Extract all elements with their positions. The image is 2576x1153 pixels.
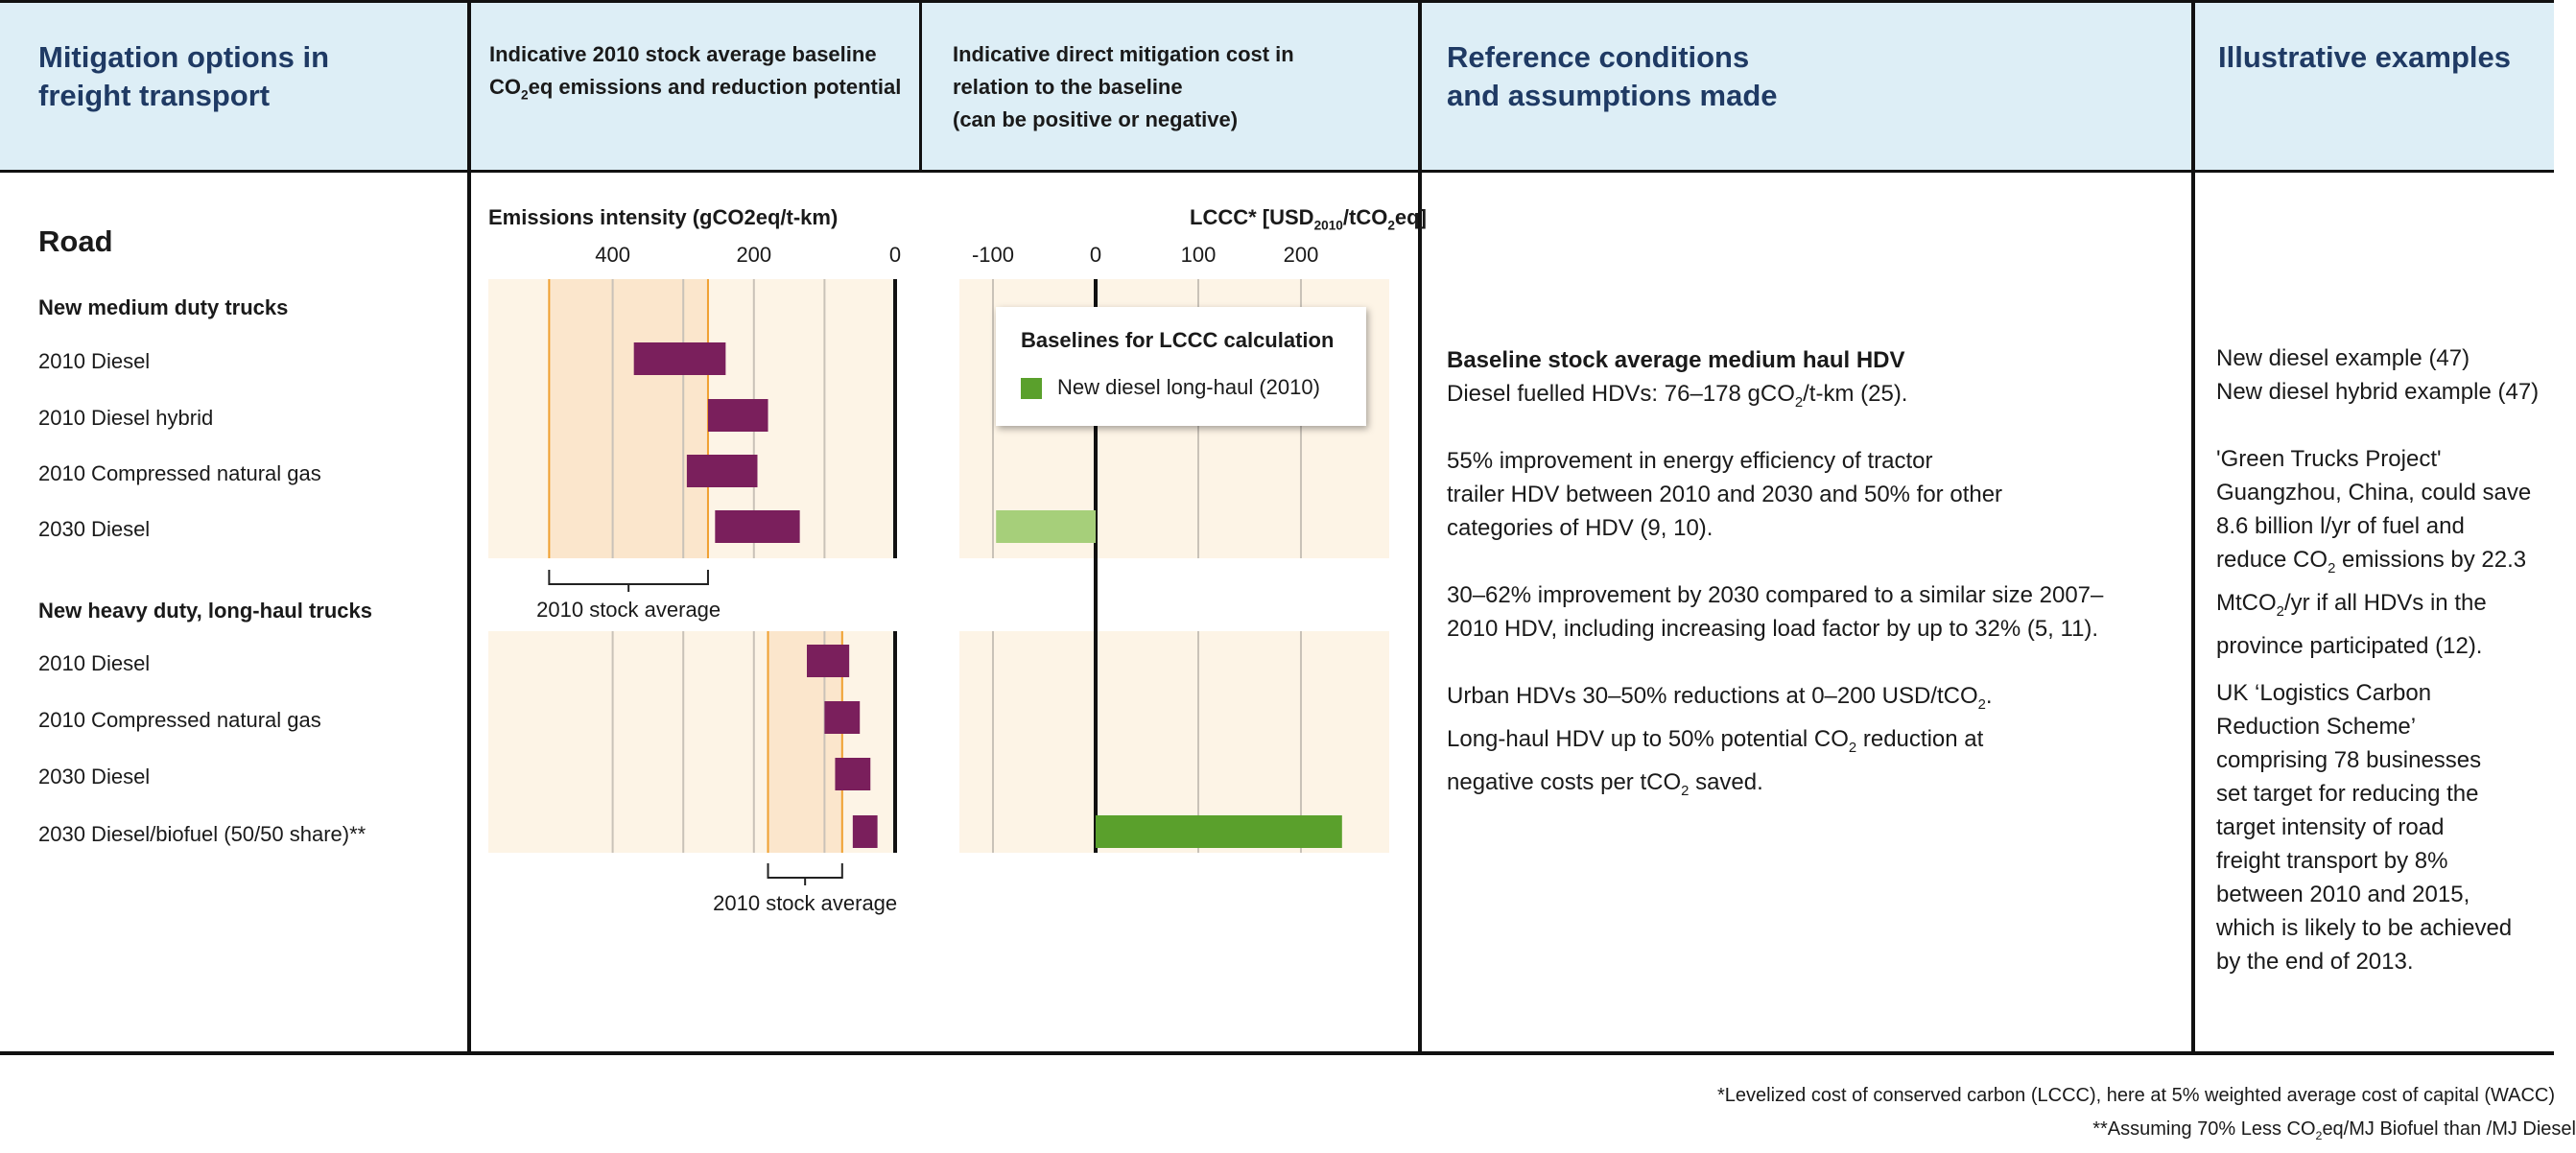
table-header (0, 0, 2554, 171)
header-line: Mitigation options in (38, 40, 330, 74)
example-line: New diesel hybrid example (47) (2216, 379, 2540, 405)
reference-line: Long-haul HDV up to 50% potential CO2 re… (1447, 725, 1984, 756)
row-label: 2030 Diesel (38, 765, 151, 788)
row-label: 2010 Compressed natural gas (38, 708, 321, 732)
header-line: freight transport (38, 79, 271, 112)
lccc-axis-title: LCCC* [USD2010/tCO2eq] (1190, 205, 1427, 233)
section-road: Road (38, 224, 113, 258)
example-line: 'Green Trucks Project' (2216, 446, 2442, 472)
lccc-tick-label: 100 (1181, 243, 1217, 267)
lccc-tick-label: 0 (1090, 243, 1101, 267)
row-label: 2010 Diesel (38, 349, 151, 373)
example-line: New diesel example (47) (2216, 345, 2470, 371)
group-medium-duty: New medium duty trucks (38, 295, 289, 319)
header-line: Reference conditions (1447, 40, 1750, 74)
emission-bar (835, 758, 871, 790)
reference-line: negative costs per tCO2 saved. (1447, 768, 1763, 799)
group-heavy-duty: New heavy duty, long-haul trucks (38, 599, 372, 623)
example-line: Guangzhou, China, could save (2216, 480, 2532, 506)
example-line: target intensity of road (2216, 814, 2445, 840)
example-line: set target for reducing the (2216, 781, 2479, 807)
emission-bar (852, 815, 878, 848)
table-top-border (0, 0, 2554, 3)
example-line: reduce CO2 emissions by 22.3 (2216, 547, 2527, 576)
example-green-trucks: 'Green Trucks Project' Guangzhou, China,… (2216, 442, 2531, 663)
lccc-tick-label: 200 (1284, 243, 1319, 267)
header-line: Indicative direct mitigation cost in (953, 42, 1294, 66)
reference-title: Baseline stock average medium haul HDV (1447, 347, 1905, 373)
emissions-tick-label: 200 (736, 243, 771, 267)
emission-bar (807, 645, 850, 677)
header-divider (0, 170, 2554, 173)
row-label: 2010 Diesel hybrid (38, 406, 214, 430)
header-illustrative-examples: Illustrative examples (2218, 40, 2511, 74)
row-label: 2030 Diesel (38, 517, 151, 541)
emissions-tick-label: 400 (595, 243, 630, 267)
example-line: Reduction Scheme’ (2216, 714, 2417, 740)
header-reference-conditions: Reference conditions and assumptions mad… (1447, 38, 1778, 115)
header-mitigation-options: Mitigation options in freight transport (38, 38, 329, 115)
reference-paragraph-3: 30–62% improvement by 2030 compared to a… (1447, 578, 2103, 646)
emission-bar (686, 455, 758, 487)
reference-line: 55% improvement in energy efficiency of … (1447, 448, 1933, 474)
footnote-lccc: *Levelized cost of conserved carbon (LCC… (1717, 1085, 2555, 1106)
stock-average-bracket (548, 570, 709, 585)
emissions-tick-label: 0 (889, 243, 901, 267)
reference-line: Urban HDVs 30–50% reductions at 0–200 US… (1447, 683, 1993, 713)
example-line: MtCO2/yr if all HDVs in the (2216, 589, 2487, 620)
header-line: relation to the baseline (953, 75, 1183, 99)
emission-bar (824, 701, 861, 734)
emission-bar (633, 342, 726, 375)
lccc-bar (1096, 815, 1342, 848)
reference-line: 2010 HDV, including increasing load fact… (1447, 616, 2099, 642)
emissions-axis-title: Emissions intensity (gCO2eq/t-km) (488, 205, 839, 229)
column-divider (467, 0, 471, 1055)
column-divider (2191, 0, 2195, 1055)
header-line: Indicative 2010 stock average baseline (489, 42, 877, 66)
reference-line: trailer HDV between 2010 and 2030 and 50… (1447, 482, 2003, 507)
example-line: which is likely to be achieved (2216, 915, 2513, 941)
legend-swatch (1021, 378, 1042, 399)
example-line: comprising 78 businesses (2216, 747, 2482, 773)
stock-average-bracket (767, 863, 843, 879)
reference-line: Diesel fuelled HDVs: 76–178 gCO2/t-km (2… (1447, 381, 1908, 411)
reference-paragraph-1: Baseline stock average medium haul HDV D… (1447, 343, 1907, 420)
stock-average-label: 2010 stock average (713, 891, 897, 915)
reference-line: categories of HDV (9, 10). (1447, 515, 1713, 541)
reference-line: 30–62% improvement by 2030 compared to a… (1447, 582, 2104, 608)
legend-label: New diesel long-haul (2010) (1057, 375, 1320, 399)
lccc-bar (996, 510, 1096, 543)
column-divider (1418, 0, 1422, 1055)
lccc-legend: Baselines for LCCC calculation New diese… (996, 307, 1366, 426)
header-line: and assumptions made (1447, 79, 1778, 112)
reference-paragraph-4: Urban HDVs 30–50% reductions at 0–200 US… (1447, 679, 1993, 808)
legend-title: Baselines for LCCC calculation (1021, 328, 1335, 352)
example-line: UK ‘Logistics Carbon (2216, 680, 2432, 706)
table-bottom-border (0, 1051, 2554, 1055)
example-line: 8.6 billion l/yr of fuel and (2216, 513, 2465, 539)
reference-paragraph-2: 55% improvement in energy efficiency of … (1447, 444, 2002, 545)
footnote-biofuel: **Assuming 70% Less CO2eq/MJ Biofuel tha… (2092, 1118, 2576, 1142)
example-line: between 2010 and 2015, (2216, 882, 2470, 907)
example-line: province participated (12). (2216, 632, 2483, 659)
emission-bar (707, 399, 768, 432)
stock-average-label: 2010 stock average (536, 598, 721, 622)
header-mitigation-cost: Indicative direct mitigation cost in rel… (953, 38, 1294, 136)
emission-bar (715, 510, 800, 543)
header-line: CO2eq emissions and reduction potential (489, 75, 902, 103)
example-line: by the end of 2013. (2216, 949, 2414, 975)
example-diesel: New diesel example (47) New diesel hybri… (2216, 341, 2539, 409)
column-divider (919, 0, 922, 173)
header-line: (can be positive or negative) (953, 107, 1239, 131)
header-baseline-emissions: Indicative 2010 stock average baseline C… (489, 38, 901, 111)
row-label: 2030 Diesel/biofuel (50/50 share)** (38, 822, 366, 846)
example-uk-logistics: UK ‘Logistics Carbon Reduction Scheme’ c… (2216, 676, 2512, 978)
lccc-tick-label: -100 (972, 243, 1014, 267)
example-line: freight transport by 8% (2216, 848, 2448, 874)
stock-average-band (549, 279, 708, 558)
row-label: 2010 Compressed natural gas (38, 461, 321, 485)
row-label: 2010 Diesel (38, 651, 151, 675)
